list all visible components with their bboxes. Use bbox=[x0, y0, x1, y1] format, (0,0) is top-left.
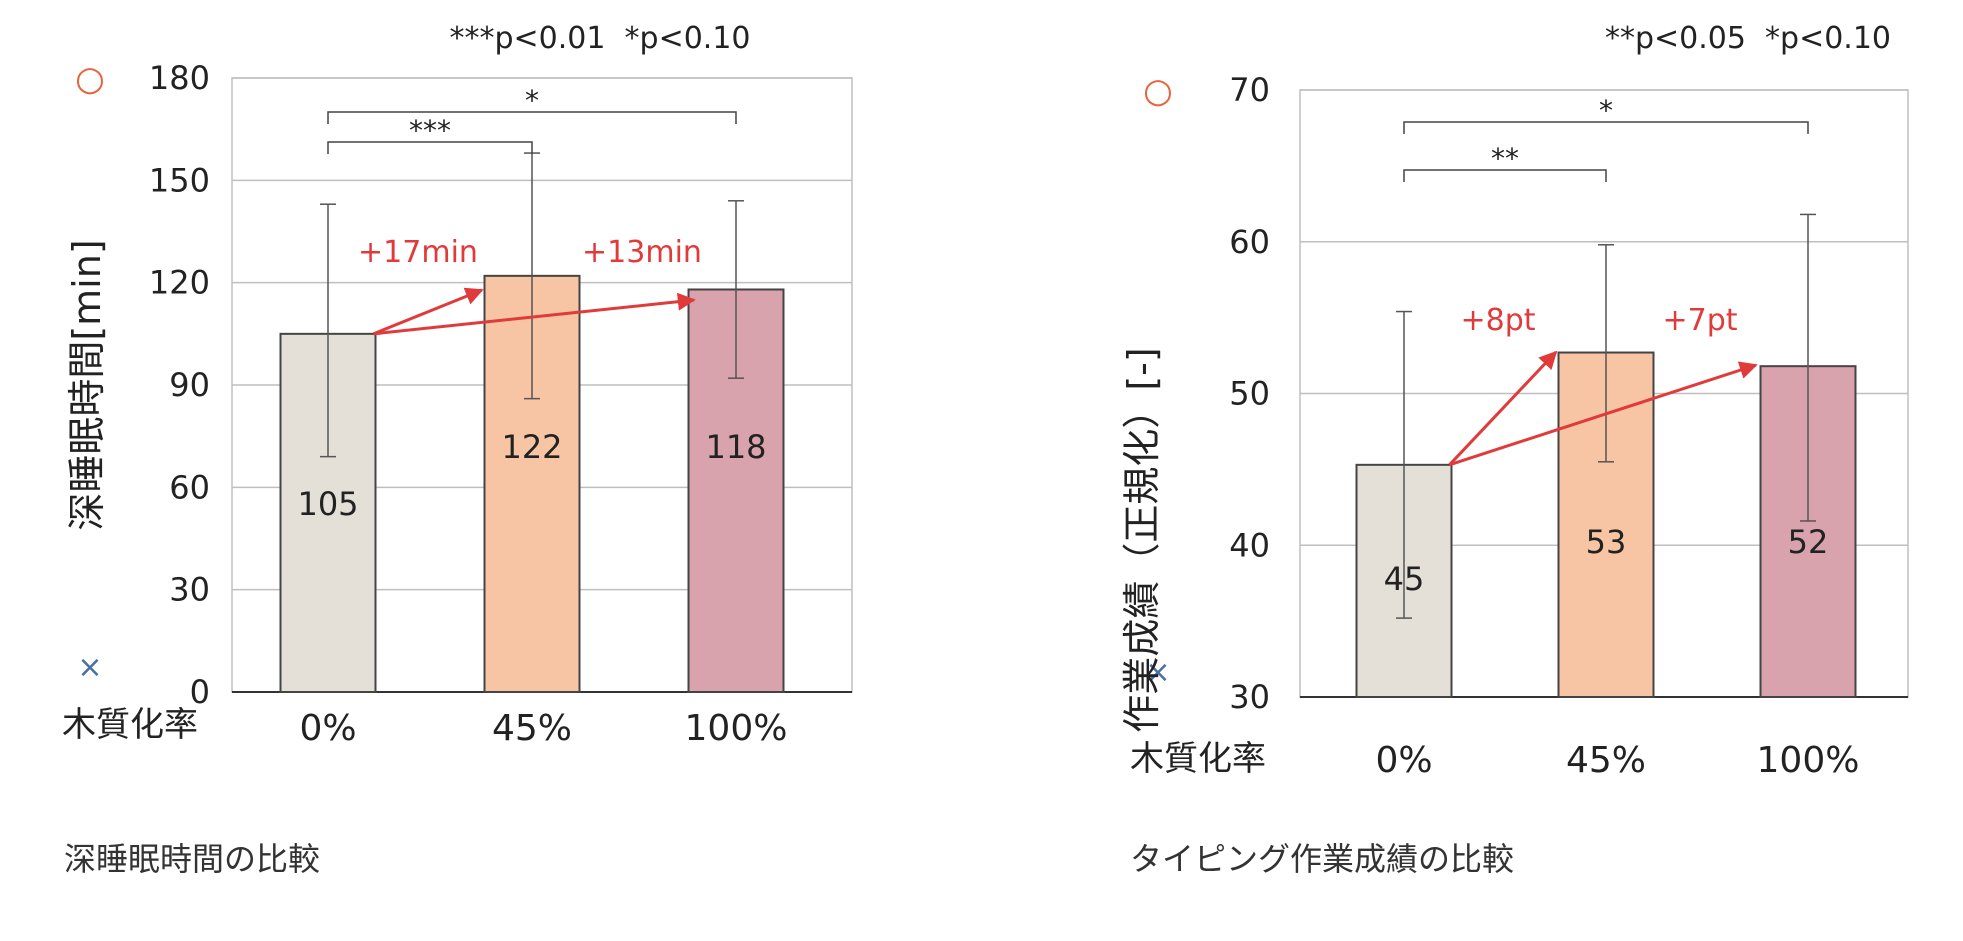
chart-title: タイピング作業成績の比較 bbox=[1130, 840, 1514, 878]
significance-stars: * bbox=[525, 84, 539, 117]
y-tick-label: 180 bbox=[149, 59, 210, 97]
y-tick-label: 60 bbox=[169, 468, 210, 506]
significance-bracket bbox=[1403, 121, 1809, 134]
difference-arrow bbox=[372, 287, 484, 336]
y-tick-label: 60 bbox=[1229, 223, 1270, 261]
chart-title: 深睡眠時間の比較 bbox=[64, 840, 320, 878]
cross-mark: × bbox=[1145, 655, 1170, 690]
significance-bracket bbox=[327, 141, 533, 154]
difference-label: +8pt bbox=[1460, 303, 1535, 338]
circle-mark: ○ bbox=[75, 59, 105, 99]
bar-value-label: 52 bbox=[1788, 523, 1829, 561]
bar-value-label: 53 bbox=[1586, 523, 1627, 561]
significance-bracket bbox=[1403, 169, 1607, 182]
y-axis-label: 深睡眠時間[min] bbox=[65, 239, 109, 530]
y-tick-label: 40 bbox=[1229, 526, 1270, 564]
x-category-label: 45% bbox=[1566, 740, 1646, 781]
significance-note: **p<0.05 *p<0.10 bbox=[1605, 21, 1891, 56]
y-tick-label: 90 bbox=[169, 366, 210, 404]
x-category-label: 100% bbox=[1757, 740, 1860, 781]
difference-arrow bbox=[373, 292, 696, 336]
bar-value-label: 105 bbox=[297, 485, 358, 523]
significance-stars: *** bbox=[409, 114, 451, 147]
x-category-label: 45% bbox=[492, 708, 572, 749]
difference-arrow bbox=[1449, 361, 1758, 467]
y-tick-label: 30 bbox=[1229, 678, 1270, 716]
significance-bracket bbox=[327, 111, 737, 124]
difference-arrow bbox=[1448, 350, 1558, 466]
y-axis-label: 作業成績（正規化）[-] bbox=[1120, 347, 1164, 732]
difference-label: +7pt bbox=[1662, 303, 1737, 338]
y-tick-label: 120 bbox=[149, 264, 210, 302]
y-tick-label: 70 bbox=[1229, 71, 1270, 109]
bar-value-label: 45 bbox=[1384, 560, 1425, 598]
chart-0: 0306090120150180○×1050%12245%118100%****… bbox=[62, 21, 853, 878]
difference-label: +17min bbox=[358, 235, 478, 270]
bar-value-label: 118 bbox=[705, 428, 766, 466]
x-axis-label: 木質化率 bbox=[1130, 739, 1266, 779]
significance-stars: * bbox=[1599, 94, 1613, 127]
x-category-label: 0% bbox=[299, 708, 356, 749]
y-tick-label: 30 bbox=[169, 571, 210, 609]
circle-mark: ○ bbox=[1143, 71, 1173, 111]
x-axis-label: 木質化率 bbox=[62, 705, 198, 745]
y-tick-label: 150 bbox=[149, 161, 210, 199]
significance-note: ***p<0.01 *p<0.10 bbox=[449, 21, 750, 56]
difference-label: +13min bbox=[582, 235, 702, 270]
cross-mark: × bbox=[77, 650, 102, 685]
bar-value-label: 122 bbox=[501, 428, 562, 466]
x-category-label: 0% bbox=[1375, 740, 1432, 781]
significance-stars: ** bbox=[1491, 142, 1519, 175]
y-tick-label: 50 bbox=[1229, 375, 1270, 413]
x-category-label: 100% bbox=[685, 708, 788, 749]
y-tick-label: 0 bbox=[190, 673, 210, 711]
